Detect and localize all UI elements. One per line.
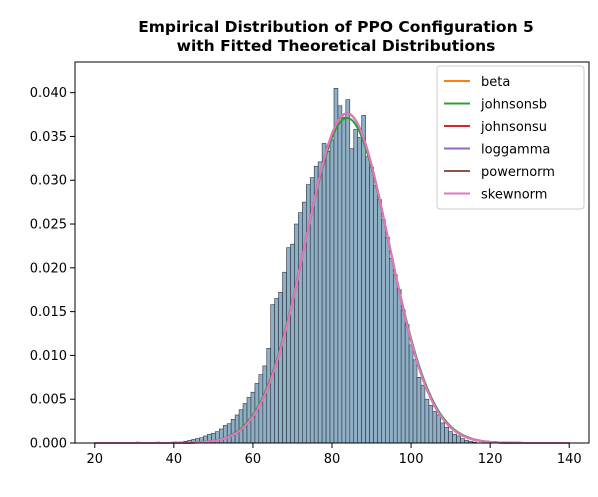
y-tick-label: 0.010	[30, 349, 67, 364]
histogram-bar	[329, 139, 335, 444]
x-tick-label: 120	[478, 452, 503, 467]
histogram-bar	[373, 185, 378, 444]
histogram-bar	[424, 398, 430, 444]
histogram-bar	[456, 435, 461, 444]
histogram-bar	[365, 156, 370, 444]
histogram-bar	[404, 324, 410, 444]
histogram-bar	[282, 271, 287, 444]
y-tick-label: 0.040	[30, 86, 67, 101]
histogram-bar	[266, 348, 272, 444]
histogram-bar	[428, 405, 434, 444]
histogram-bar	[436, 414, 442, 444]
x-tick-label: 20	[86, 452, 103, 467]
legend-label-johnsonsb: johnsonsb	[480, 98, 547, 113]
histogram-bars	[135, 87, 477, 444]
histogram-bar	[377, 199, 382, 444]
legend-label-skewnorm: skewnorm	[481, 188, 547, 203]
legend-label-johnsonsu: johnsonsu	[480, 120, 547, 135]
histogram-bar	[444, 426, 449, 444]
histogram-bar	[313, 165, 319, 444]
y-tick-label: 0.015	[30, 305, 67, 320]
histogram-bar	[361, 115, 366, 444]
histogram-bar	[385, 236, 390, 444]
histogram-bar	[432, 411, 438, 444]
histogram-bar	[349, 148, 355, 444]
histogram-bar	[262, 365, 268, 444]
histogram-bar	[460, 438, 465, 444]
legend-label-powernorm: powernorm	[481, 165, 555, 180]
histogram-bar	[294, 223, 299, 444]
histogram-bar	[286, 247, 291, 444]
legend-label-loggamma: loggamma	[481, 143, 550, 158]
histogram-bar	[321, 143, 327, 444]
histogram-bar	[400, 309, 406, 444]
histogram-bar	[290, 243, 295, 444]
histogram-bar	[420, 384, 426, 444]
y-tick-label: 0.020	[30, 261, 67, 276]
histogram-bar	[234, 414, 240, 444]
legend: beta johnsonsb johnsonsu loggamma powernorm s…	[436, 65, 585, 210]
legend-label-beta: beta	[481, 75, 510, 90]
y-axis: 0.000 0.005 0.010 0.015 0.020 0.025 0.030 0.035…	[30, 86, 75, 452]
histogram-bar	[440, 422, 445, 444]
histogram-bar	[448, 431, 453, 444]
x-tick-label: 140	[557, 452, 582, 467]
histogram-bar	[412, 359, 418, 444]
x-tick-label: 40	[166, 452, 183, 467]
histogram-bar	[333, 87, 339, 444]
histogram-bar	[325, 151, 331, 444]
histogram-bar	[381, 219, 386, 444]
histogram-bar	[452, 433, 457, 444]
histogram-bar	[353, 129, 359, 444]
y-tick-label: 0.000	[30, 437, 67, 452]
chart-title-line-2: with Fitted Theoretical Distributions	[177, 37, 496, 55]
histogram-bar	[317, 161, 323, 444]
y-tick-label: 0.025	[30, 218, 67, 233]
chart-title-line-1: Empirical Distribution of PPO Configurat…	[138, 18, 534, 36]
histogram-bar	[345, 99, 351, 444]
histogram-bar	[222, 425, 228, 444]
histogram-bar	[230, 419, 236, 444]
histogram-bar	[389, 257, 394, 444]
y-tick-label: 0.030	[30, 174, 67, 189]
histogram-bar	[258, 374, 264, 444]
histogram-bar	[392, 274, 398, 444]
histogram-bar	[396, 289, 402, 444]
histogram-bar	[298, 212, 303, 444]
legend-box	[436, 65, 585, 210]
histogram-bar	[219, 428, 224, 444]
histogram-bar	[369, 166, 374, 444]
histogram-bar	[274, 298, 279, 444]
x-tick-label: 80	[324, 452, 341, 467]
histogram-bar	[416, 377, 422, 444]
histogram-bar	[341, 116, 347, 444]
histogram-bar	[337, 105, 343, 444]
x-axis: 20 40 60 80 100 120 140	[86, 443, 582, 467]
histogram-bar	[278, 292, 283, 444]
x-tick-label: 100	[399, 452, 424, 467]
histogram-bar	[226, 423, 232, 444]
histogram-bar	[408, 344, 414, 444]
y-tick-label: 0.005	[30, 393, 67, 408]
y-tick-label: 0.035	[30, 130, 67, 145]
histogram-bar	[357, 137, 362, 444]
x-tick-label: 60	[245, 452, 262, 467]
